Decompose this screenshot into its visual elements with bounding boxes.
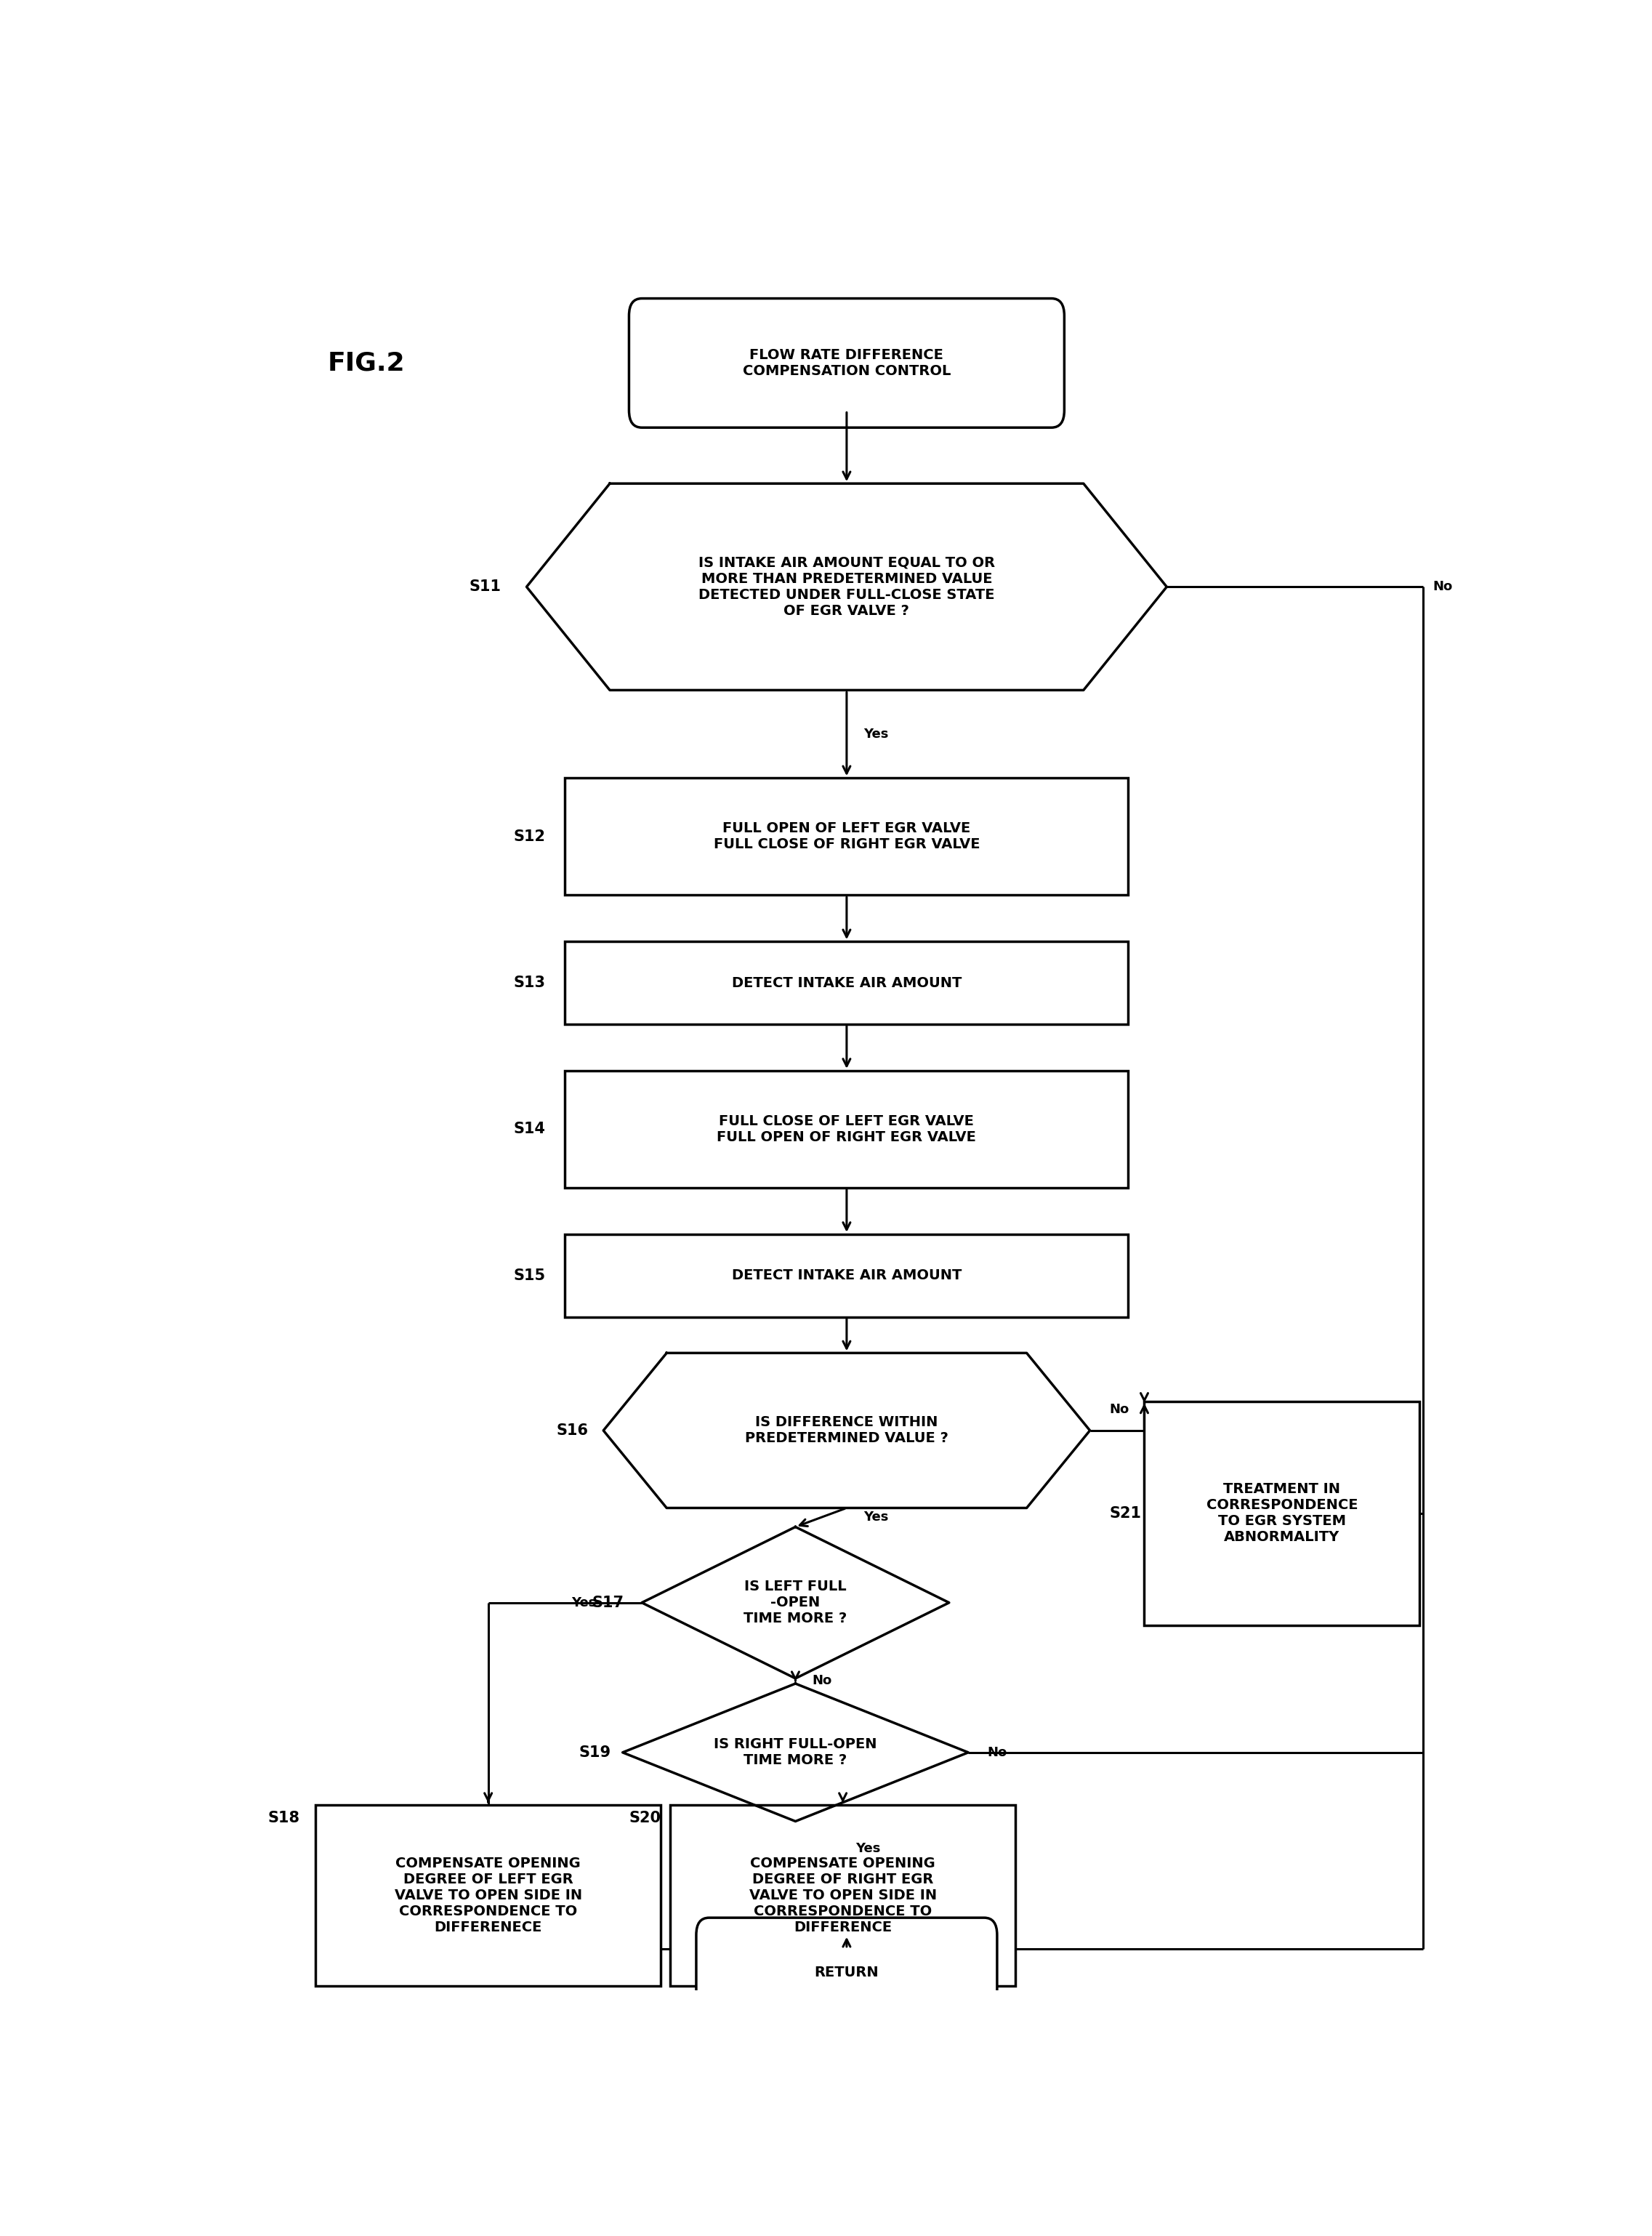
Polygon shape — [623, 1684, 968, 1822]
Text: S15: S15 — [514, 1268, 545, 1283]
Polygon shape — [527, 483, 1166, 691]
Text: IS INTAKE AIR AMOUNT EQUAL TO OR
MORE THAN PREDETERMINED VALUE
DETECTED UNDER FU: IS INTAKE AIR AMOUNT EQUAL TO OR MORE TH… — [699, 557, 995, 617]
Text: COMPENSATE OPENING
DEGREE OF RIGHT EGR
VALVE TO OPEN SIDE IN
CORRESPONDENCE TO
D: COMPENSATE OPENING DEGREE OF RIGHT EGR V… — [748, 1856, 937, 1934]
FancyBboxPatch shape — [695, 1918, 998, 2028]
Text: S20: S20 — [629, 1811, 661, 1825]
Bar — [565, 941, 1128, 1024]
Text: FLOW RATE DIFFERENCE
COMPENSATION CONTROL: FLOW RATE DIFFERENCE COMPENSATION CONTRO… — [743, 349, 950, 378]
Bar — [316, 1804, 661, 1986]
Text: S19: S19 — [578, 1744, 611, 1760]
Bar — [565, 778, 1128, 894]
Text: Yes: Yes — [864, 727, 889, 740]
Text: S13: S13 — [514, 975, 545, 991]
Bar — [671, 1804, 1016, 1986]
Text: DETECT INTAKE AIR AMOUNT: DETECT INTAKE AIR AMOUNT — [732, 1268, 961, 1283]
Text: RETURN: RETURN — [814, 1965, 879, 1979]
Text: FIG.2: FIG.2 — [327, 351, 405, 376]
Text: DETECT INTAKE AIR AMOUNT: DETECT INTAKE AIR AMOUNT — [732, 975, 961, 991]
Text: TREATMENT IN
CORRESPONDENCE
TO EGR SYSTEM
ABNORMALITY: TREATMENT IN CORRESPONDENCE TO EGR SYSTE… — [1206, 1482, 1358, 1545]
Text: No: No — [1108, 1404, 1128, 1415]
Bar — [1145, 1402, 1419, 1626]
Text: IS RIGHT FULL-OPEN
TIME MORE ?: IS RIGHT FULL-OPEN TIME MORE ? — [714, 1737, 877, 1766]
Text: S17: S17 — [591, 1594, 624, 1610]
Text: COMPENSATE OPENING
DEGREE OF LEFT EGR
VALVE TO OPEN SIDE IN
CORRESPONDENCE TO
DI: COMPENSATE OPENING DEGREE OF LEFT EGR VA… — [395, 1856, 582, 1934]
Text: IS LEFT FULL
-OPEN
TIME MORE ?: IS LEFT FULL -OPEN TIME MORE ? — [743, 1581, 847, 1626]
Text: S16: S16 — [557, 1422, 588, 1438]
Text: No: No — [988, 1746, 1008, 1760]
Text: Yes: Yes — [572, 1597, 596, 1610]
Text: Yes: Yes — [864, 1512, 889, 1525]
Text: S12: S12 — [514, 830, 545, 843]
Text: FULL CLOSE OF LEFT EGR VALVE
FULL OPEN OF RIGHT EGR VALVE: FULL CLOSE OF LEFT EGR VALVE FULL OPEN O… — [717, 1114, 976, 1145]
Text: FULL OPEN OF LEFT EGR VALVE
FULL CLOSE OF RIGHT EGR VALVE: FULL OPEN OF LEFT EGR VALVE FULL CLOSE O… — [714, 821, 980, 852]
FancyBboxPatch shape — [629, 297, 1064, 427]
Text: No: No — [1432, 581, 1452, 593]
Text: IS DIFFERENCE WITHIN
PREDETERMINED VALUE ?: IS DIFFERENCE WITHIN PREDETERMINED VALUE… — [745, 1415, 948, 1444]
Text: Yes: Yes — [856, 1842, 881, 1856]
Text: S11: S11 — [469, 579, 501, 595]
Polygon shape — [643, 1527, 950, 1679]
Text: S14: S14 — [514, 1122, 545, 1136]
Text: S21: S21 — [1108, 1505, 1142, 1520]
Text: No: No — [813, 1675, 833, 1688]
Text: S18: S18 — [268, 1811, 301, 1825]
Bar — [565, 1071, 1128, 1187]
Polygon shape — [603, 1353, 1090, 1507]
Bar — [565, 1234, 1128, 1317]
